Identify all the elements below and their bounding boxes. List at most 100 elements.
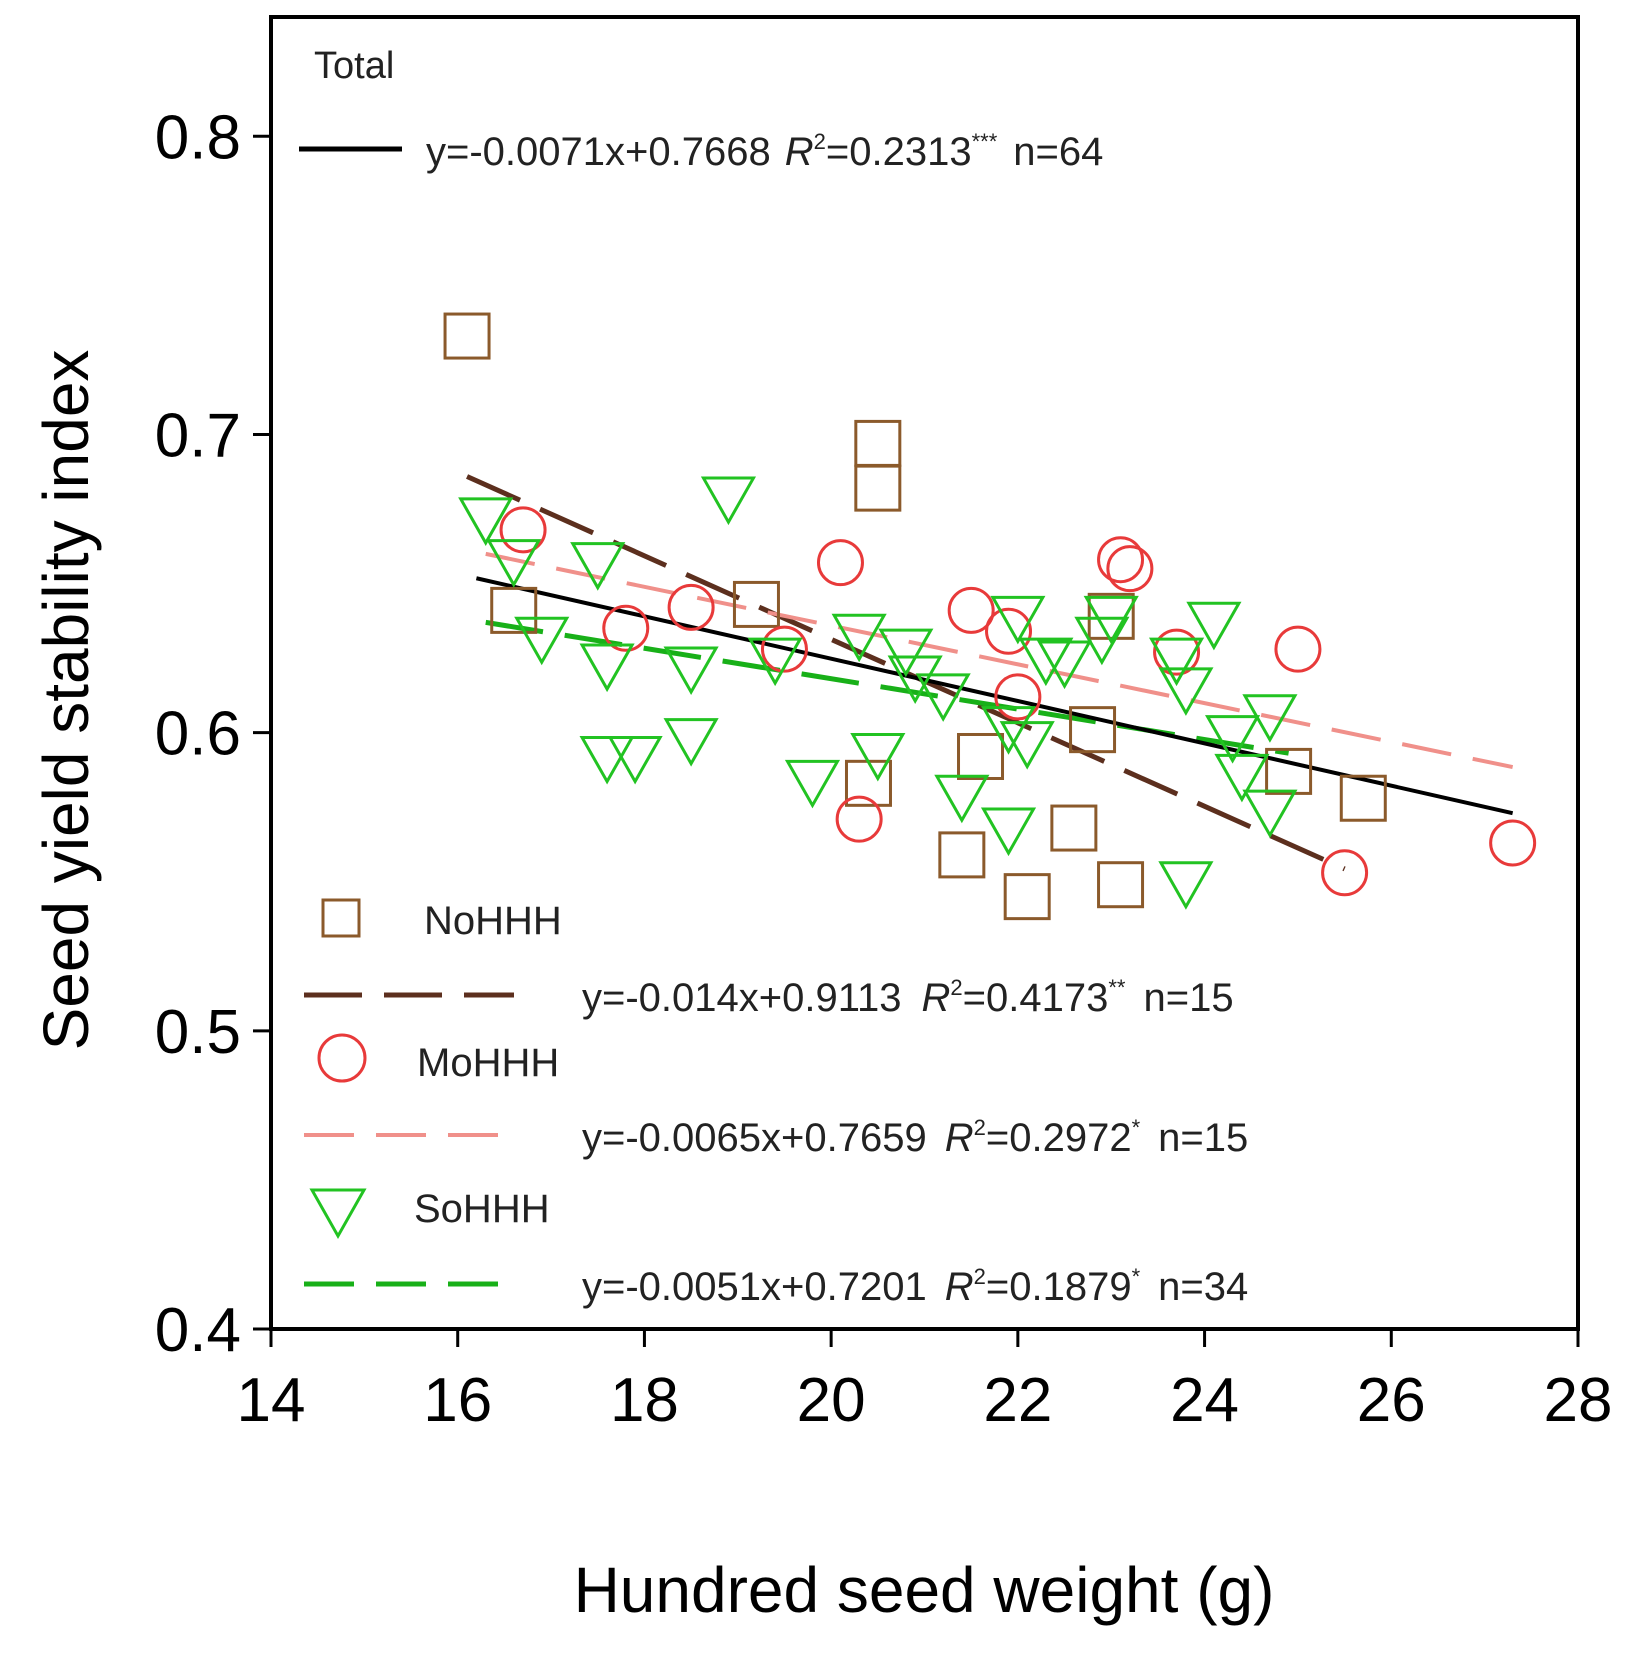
legend-mohhh-sig: * — [1132, 1115, 1141, 1140]
point-nohhh — [1339, 774, 1387, 822]
point-nohhh — [732, 580, 780, 628]
point-nohhh — [938, 831, 986, 879]
point-nohhh — [854, 419, 902, 467]
point-sohhh — [1214, 753, 1270, 803]
point-sohhh — [990, 595, 1046, 645]
legend-mohhh-circle-icon — [317, 1033, 367, 1083]
point-sohhh — [1074, 616, 1130, 666]
y-axis-title: Seed yield stability index — [30, 350, 102, 1051]
point-sohhh — [850, 732, 906, 782]
legend-total-eq: y=-0.0071x+0.7668 — [426, 130, 771, 174]
point-nohhh — [1097, 861, 1145, 909]
legend-mohhh-eq-text: y=-0.0065x+0.7659 R2=0.2972* n=15 — [582, 1115, 1248, 1160]
legend-nohhh-sig: ** — [1108, 975, 1126, 1000]
legend-total-r2: =0.2313 — [826, 130, 972, 174]
point-sohhh — [579, 643, 635, 693]
point-sohhh — [514, 616, 570, 666]
point-mohhh — [1489, 819, 1537, 867]
y-tick-label: 0.8 — [155, 103, 241, 172]
legend-sohhh-sig: * — [1132, 1264, 1141, 1289]
point-sohhh — [1242, 694, 1298, 743]
legend-nohhh-r2-exp: 2 — [950, 975, 962, 1000]
legend-sohhh-r2-exp: 2 — [974, 1264, 986, 1289]
legend-mohhh-eq: y=-0.0065x+0.7659 — [582, 1116, 927, 1160]
point-sohhh — [1205, 715, 1261, 764]
point-sohhh — [831, 613, 887, 663]
point-mohhh — [1274, 625, 1322, 673]
point-sohhh — [607, 735, 663, 785]
point-mohhh — [947, 586, 995, 634]
legend-sohhh-r2-symbol: R — [945, 1265, 974, 1309]
x-tick-label: 28 — [1544, 1366, 1613, 1435]
point-nohhh — [1069, 706, 1117, 754]
data-points — [443, 312, 1537, 921]
x-tick-label: 16 — [423, 1366, 492, 1435]
point-sohhh — [1186, 601, 1242, 651]
x-tick-label: 24 — [1170, 1366, 1239, 1435]
legend-total-title: Total — [314, 45, 394, 87]
point-sohhh — [579, 735, 635, 785]
x-tick-label: 26 — [1357, 1366, 1426, 1435]
legend-nohhh: NoHHH y=-0.014x+0.9113 R2=0.4173** n=15 — [304, 898, 1234, 1020]
legend-nohhh-eq-text: y=-0.014x+0.9113 R2=0.4173** n=15 — [582, 975, 1234, 1020]
point-sohhh — [1018, 637, 1074, 687]
legend-sohhh-label: SoHHH — [414, 1187, 550, 1231]
point-mohhh — [816, 539, 864, 587]
legend-total-r2-exp: 2 — [814, 129, 826, 154]
legend-nohhh-r2: =0.4173 — [963, 976, 1109, 1020]
legend-total-eq-text: y=-0.0071x+0.7668 R2=0.2313*** n=64 — [426, 129, 1103, 174]
plot-area — [269, 15, 1580, 1331]
point-sohhh — [1036, 640, 1093, 690]
point-sohhh — [747, 637, 803, 687]
point-sohhh — [1083, 595, 1139, 645]
point-sohhh — [878, 628, 934, 678]
point-sohhh — [700, 476, 757, 526]
legend-mohhh-n: n=15 — [1158, 1116, 1248, 1160]
legend-total-n: n=64 — [1013, 130, 1103, 174]
legend-sohhh-eq: y=-0.0051x+0.7201 — [582, 1265, 927, 1309]
legend-sohhh-eq-text: y=-0.0051x+0.7201 R2=0.1879* n=34 — [582, 1264, 1248, 1309]
point-sohhh — [1158, 667, 1214, 716]
point-nohhh — [1050, 804, 1098, 852]
legend-nohhh-square-icon — [321, 898, 361, 938]
point-sohhh — [980, 807, 1037, 857]
x-tick-label: 22 — [983, 1366, 1052, 1435]
legend-mohhh: MoHHH y=-0.0065x+0.7659 R2=0.2972* n=15 — [304, 1033, 1248, 1160]
point-mohhh — [760, 625, 808, 673]
point-mohhh — [1321, 849, 1369, 897]
legend-total-sig: *** — [972, 129, 998, 154]
point-sohhh — [887, 655, 943, 705]
point-nohhh — [443, 312, 491, 360]
y-tick-label: 0.4 — [155, 1296, 241, 1365]
point-nohhh — [957, 732, 1005, 780]
legend-mohhh-r2-symbol: R — [945, 1116, 974, 1160]
point-mohhh — [1097, 536, 1145, 584]
point-mohhh — [499, 506, 547, 554]
point-mohhh — [994, 673, 1042, 721]
legend-sohhh-n: n=34 — [1158, 1265, 1248, 1309]
y-tick-label: 0.5 — [155, 998, 241, 1067]
legend-total-r2-symbol: R — [785, 130, 814, 174]
point-mohhh — [1153, 628, 1201, 676]
point-sohhh — [663, 646, 719, 696]
x-tick-label: 14 — [237, 1366, 306, 1435]
point-mohhh — [835, 795, 883, 843]
legend-nohhh-n: n=15 — [1143, 976, 1233, 1020]
legend-mohhh-r2-exp: 2 — [974, 1115, 986, 1140]
legend-sohhh-r2: =0.1879 — [986, 1265, 1132, 1309]
point-mohhh — [602, 604, 650, 652]
point-sohhh — [458, 497, 514, 546]
point-nohhh — [1265, 747, 1313, 795]
point-sohhh — [663, 718, 719, 767]
y-tick-label: 0.7 — [155, 401, 241, 470]
point-sohhh — [999, 721, 1055, 770]
point-sohhh — [980, 706, 1037, 755]
legend-nohhh-label: NoHHH — [424, 899, 562, 943]
legend-mohhh-r2: =0.2972 — [986, 1116, 1132, 1160]
axes: 14 16 18 20 22 24 26 280.40.50.60.70.8 — [155, 103, 1613, 1435]
point-sohhh — [934, 774, 990, 824]
x-tick-label: 18 — [610, 1366, 679, 1435]
x-axis-title: Hundred seed weight (g) — [574, 1554, 1275, 1626]
point-nohhh — [854, 464, 902, 512]
